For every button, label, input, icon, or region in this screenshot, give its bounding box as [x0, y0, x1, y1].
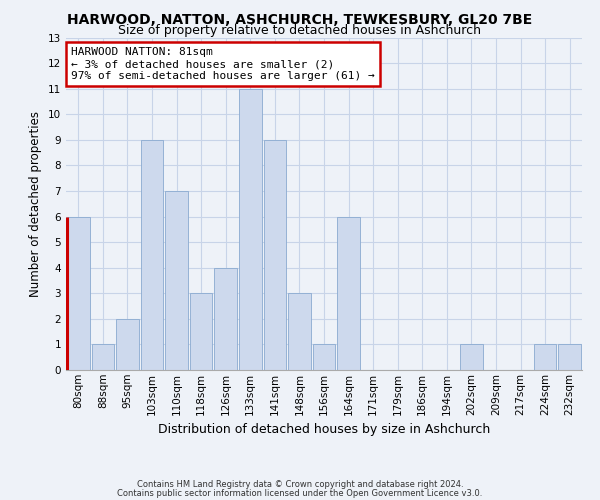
Bar [337, 216, 360, 370]
Text: Contains HM Land Registry data © Crown copyright and database right 2024.: Contains HM Land Registry data © Crown c… [137, 480, 463, 489]
Bar [67, 216, 89, 370]
Bar [116, 319, 139, 370]
Text: Size of property relative to detached houses in Ashchurch: Size of property relative to detached ho… [119, 24, 482, 37]
Bar [559, 344, 581, 370]
Bar [214, 268, 237, 370]
X-axis label: Distribution of detached houses by size in Ashchurch: Distribution of detached houses by size … [158, 423, 490, 436]
Text: HARWOOD NATTON: 81sqm
← 3% of detached houses are smaller (2)
97% of semi-detach: HARWOOD NATTON: 81sqm ← 3% of detached h… [71, 48, 375, 80]
Bar [92, 344, 114, 370]
Bar [460, 344, 483, 370]
Bar [313, 344, 335, 370]
Bar [140, 140, 163, 370]
Bar [263, 140, 286, 370]
Bar [165, 191, 188, 370]
Bar [288, 294, 311, 370]
Text: HARWOOD, NATTON, ASHCHURCH, TEWKESBURY, GL20 7BE: HARWOOD, NATTON, ASHCHURCH, TEWKESBURY, … [67, 12, 533, 26]
Bar [190, 294, 212, 370]
Text: Contains public sector information licensed under the Open Government Licence v3: Contains public sector information licen… [118, 488, 482, 498]
Y-axis label: Number of detached properties: Number of detached properties [29, 111, 43, 296]
Bar [534, 344, 556, 370]
Bar [239, 88, 262, 370]
